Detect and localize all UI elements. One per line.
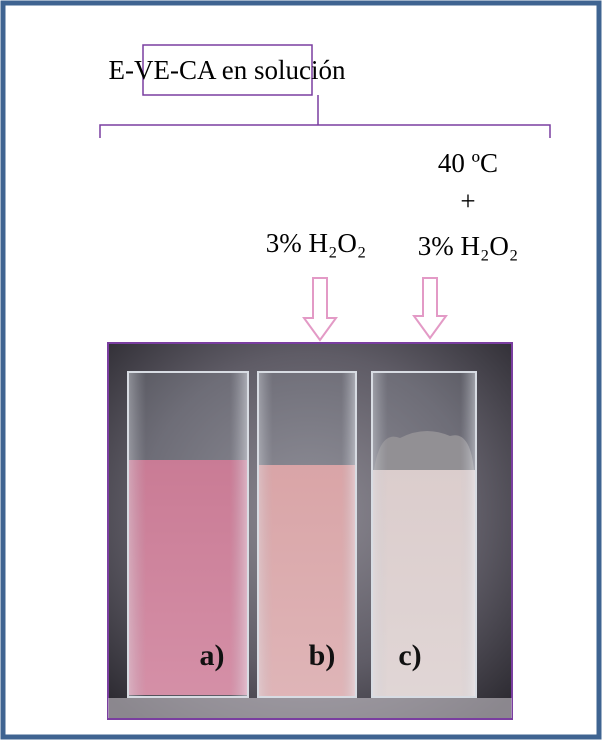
plus: + <box>460 186 475 216</box>
figure: E-VE-CA en solución 40 ºC + 3% H₂O₂ 3% H… <box>0 0 602 740</box>
title: E-VE-CA en solución <box>109 55 346 85</box>
peroxide-c: 3% H₂O₂ <box>418 231 519 261</box>
sample-label: a) <box>200 639 225 672</box>
peroxide-b: 3% H₂O₂ <box>266 228 367 258</box>
temperature: 40 ºC <box>438 148 498 178</box>
page: E-VE-CA en solución 40 ºC + 3% H₂O₂ 3% H… <box>0 0 602 740</box>
sample-label: c) <box>398 639 421 672</box>
sample-label: b) <box>309 639 336 672</box>
